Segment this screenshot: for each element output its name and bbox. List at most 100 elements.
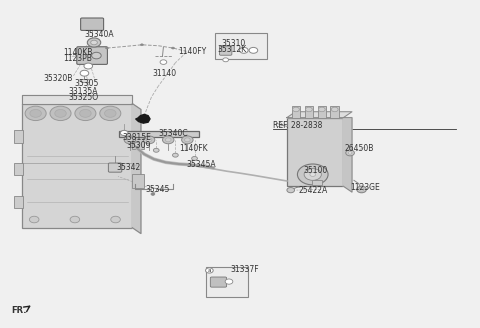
Bar [205, 267, 248, 297]
Polygon shape [132, 104, 141, 234]
FancyBboxPatch shape [219, 46, 232, 55]
Circle shape [105, 110, 116, 117]
Bar [13, 163, 23, 175]
Bar [81, 79, 89, 82]
Text: 35345A: 35345A [186, 160, 216, 170]
Circle shape [92, 52, 101, 59]
Text: 35325O: 35325O [69, 93, 99, 102]
Circle shape [184, 138, 190, 142]
FancyBboxPatch shape [77, 47, 108, 64]
Circle shape [160, 60, 167, 64]
Circle shape [87, 38, 101, 47]
Circle shape [55, 110, 66, 117]
Circle shape [84, 63, 93, 69]
Bar [132, 174, 144, 189]
Circle shape [293, 107, 300, 112]
Text: 1123PB: 1123PB [63, 54, 92, 63]
Circle shape [124, 136, 136, 144]
Bar [120, 131, 199, 136]
Circle shape [75, 106, 96, 121]
Text: 35340A: 35340A [84, 31, 114, 39]
Bar [292, 106, 300, 118]
Text: 35340C: 35340C [158, 130, 188, 138]
Circle shape [146, 138, 152, 142]
Text: 1140FY: 1140FY [178, 47, 206, 56]
Circle shape [141, 44, 144, 46]
Circle shape [249, 48, 258, 53]
Circle shape [162, 136, 174, 144]
Bar [22, 104, 132, 228]
Polygon shape [343, 118, 352, 192]
Polygon shape [136, 114, 150, 123]
Circle shape [240, 48, 248, 53]
Polygon shape [22, 95, 132, 104]
Circle shape [91, 40, 97, 45]
Circle shape [298, 164, 328, 185]
Circle shape [205, 268, 213, 273]
Circle shape [172, 153, 178, 157]
Circle shape [25, 106, 46, 121]
Circle shape [165, 138, 171, 142]
Bar [287, 118, 343, 186]
Text: 1140KB: 1140KB [63, 49, 92, 57]
Circle shape [181, 136, 193, 144]
Text: 26450B: 26450B [344, 144, 374, 153]
Circle shape [151, 193, 155, 195]
Text: 25422A: 25422A [299, 186, 328, 195]
Bar [215, 33, 267, 59]
Circle shape [223, 58, 228, 62]
Circle shape [127, 138, 133, 142]
Text: 35320B: 35320B [44, 74, 73, 83]
Text: 35345: 35345 [145, 185, 169, 194]
Circle shape [287, 188, 295, 193]
Text: 35310: 35310 [222, 39, 246, 48]
Bar [132, 134, 144, 149]
Circle shape [100, 106, 121, 121]
FancyBboxPatch shape [210, 277, 227, 287]
Text: 31337F: 31337F [230, 265, 259, 274]
Text: 35312K: 35312K [217, 45, 246, 54]
Circle shape [134, 142, 140, 146]
Circle shape [80, 70, 89, 76]
Circle shape [306, 107, 312, 112]
Circle shape [80, 110, 91, 117]
Bar [312, 180, 323, 185]
Text: 35309: 35309 [126, 141, 150, 150]
FancyBboxPatch shape [81, 18, 104, 31]
Circle shape [30, 110, 41, 117]
Circle shape [359, 188, 364, 191]
Text: 35305: 35305 [75, 79, 99, 89]
Circle shape [319, 107, 325, 112]
Circle shape [154, 148, 159, 152]
Circle shape [348, 152, 352, 154]
Bar [330, 106, 339, 118]
Circle shape [29, 216, 39, 223]
Text: FR.: FR. [11, 306, 27, 315]
Circle shape [192, 156, 197, 160]
Circle shape [171, 47, 174, 49]
Circle shape [225, 279, 233, 284]
Circle shape [106, 47, 108, 49]
Circle shape [50, 106, 71, 121]
Circle shape [111, 216, 120, 223]
Circle shape [151, 188, 157, 192]
Circle shape [70, 216, 80, 223]
Text: 31140: 31140 [153, 69, 177, 78]
Polygon shape [287, 112, 352, 118]
Circle shape [144, 136, 155, 144]
Text: 33135A: 33135A [69, 87, 98, 96]
Bar [305, 106, 313, 118]
Text: a: a [208, 268, 211, 273]
Text: 1140FK: 1140FK [179, 144, 207, 153]
Bar [13, 196, 23, 208]
Text: 35342: 35342 [117, 163, 141, 172]
Text: 1123GE: 1123GE [350, 183, 380, 192]
Circle shape [120, 130, 128, 135]
Circle shape [304, 169, 322, 180]
FancyBboxPatch shape [108, 163, 122, 172]
Circle shape [346, 150, 354, 156]
Bar [318, 106, 326, 118]
Circle shape [357, 186, 366, 193]
Text: 33815E: 33815E [123, 133, 152, 142]
Text: 35100: 35100 [303, 166, 327, 175]
